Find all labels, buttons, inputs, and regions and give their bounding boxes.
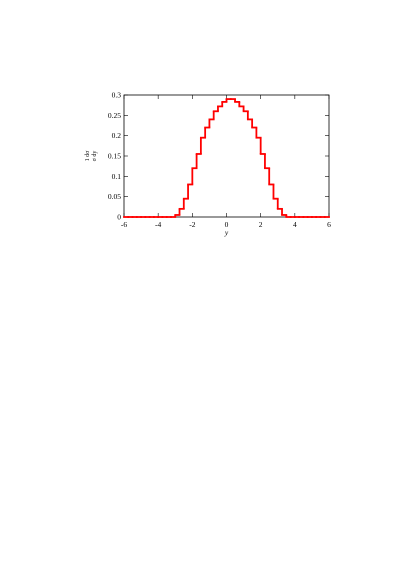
y-tick-label: 0.15 [108,152,121,161]
y-tick-label: 0.25 [108,111,121,120]
y-axis-label: 1 dσ [85,150,91,162]
x-tick-label: -2 [189,220,195,229]
y-tick-label: 0 [117,213,121,222]
x-tick-label: 4 [293,220,297,229]
x-axis-label: y [224,228,229,237]
x-tick-label: 0 [225,220,229,229]
y-tick-label: 0.1 [112,172,122,181]
y-tick-label: 0.05 [108,192,121,201]
x-tick-label: -4 [155,220,161,229]
plot-frame [123,94,330,218]
x-tick-label: 6 [327,220,331,229]
y-tick-label: 0.3 [112,91,122,100]
x-tick-label: 2 [259,220,263,229]
y-axis-label: σ dy [92,151,98,162]
y-tick-label: 0.2 [112,131,122,140]
x-tick-label: -6 [121,220,127,229]
